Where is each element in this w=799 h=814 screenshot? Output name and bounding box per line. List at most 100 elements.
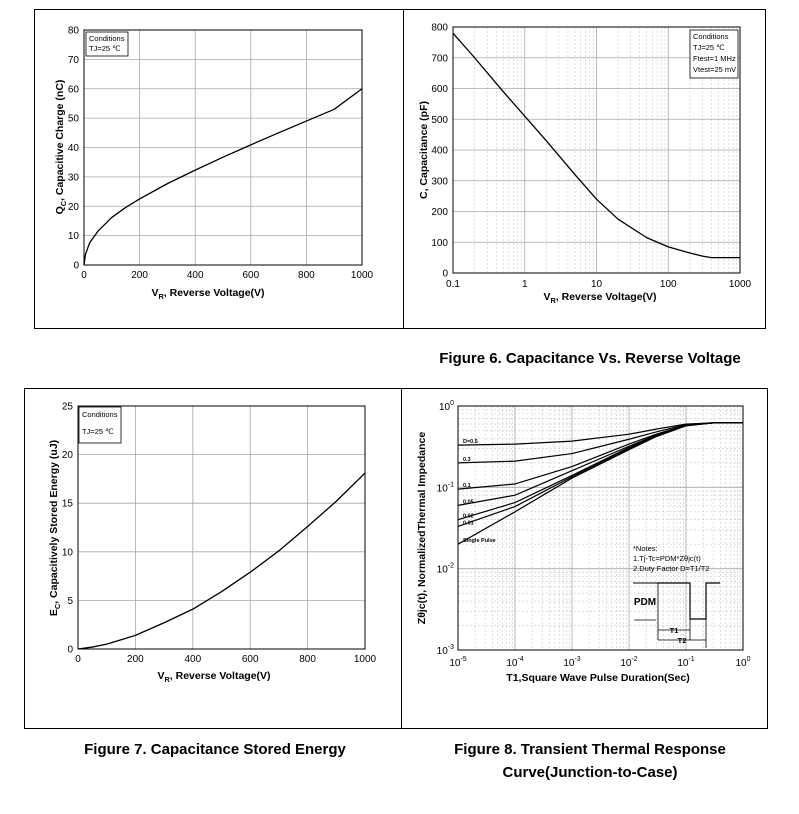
- x-axis-label: VR, Reverse Voltage(V): [157, 670, 270, 684]
- x-tick-label: 400: [184, 654, 201, 665]
- series-label: 0.1: [463, 483, 471, 489]
- y-tick-label: 0: [67, 645, 73, 656]
- caption-fig8-line1: Figure 8. Transient Thermal Response: [454, 741, 726, 758]
- annotation-text: Vtest=25 mV: [693, 65, 736, 74]
- series-line: [83, 88, 363, 266]
- caption-fig8-line2: Curve(Junction-to-Case): [502, 764, 678, 781]
- x-tick-label: 600: [242, 270, 259, 281]
- plot-frame: [77, 405, 366, 650]
- annotation-text: Ftest=1 MHz: [693, 54, 736, 63]
- y-axis-label: QC, Capacitive Charge (nC): [54, 80, 68, 215]
- series-label: Single Pulse: [463, 538, 496, 544]
- y-axis-label: Zθjc(t), NormalizedThermal Impedance: [416, 432, 428, 625]
- x-tick-label: 10-5: [449, 656, 466, 669]
- t2-label: T2: [678, 636, 687, 645]
- y-tick-label: 10-2: [437, 563, 454, 576]
- x-axis-label: VR, Reverse Voltage(V): [543, 291, 656, 305]
- x-tick-label: 0: [81, 270, 87, 281]
- y-tick-label: 500: [431, 115, 448, 126]
- annotation-box: [85, 31, 129, 57]
- plot-frame: [452, 26, 741, 274]
- y-tick-label: 0: [73, 261, 79, 272]
- caption-fig6: Figure 6. Capacitance Vs. Reverse Voltag…: [439, 350, 741, 367]
- y-tick-label: 10-1: [437, 481, 454, 494]
- x-tick-label: 200: [127, 654, 144, 665]
- y-tick-label: 0: [442, 269, 448, 280]
- x-tick-label: 1000: [729, 279, 752, 290]
- y-tick-label: 20: [68, 202, 80, 213]
- notes-text: *Notes:: [633, 544, 658, 553]
- x-tick-label: 1000: [354, 654, 377, 665]
- y-tick-label: 400: [431, 146, 448, 157]
- y-axis-label: C, Capacitance (pF): [418, 101, 430, 199]
- y-tick-label: 20: [62, 450, 74, 461]
- x-tick-label: 100: [660, 279, 677, 290]
- series-label: 0.3: [463, 457, 471, 463]
- notes-text: 1.Tj-Tc=PDM*Zθjc(t): [633, 554, 701, 563]
- y-tick-label: 10: [62, 547, 74, 558]
- x-tick-label: 10: [591, 279, 603, 290]
- y-tick-label: 60: [68, 84, 80, 95]
- x-tick-label: 800: [298, 270, 315, 281]
- series-line: [457, 422, 743, 446]
- x-tick-label: 600: [242, 654, 259, 665]
- series-label: 0.01: [463, 520, 474, 526]
- x-tick-label: 0.1: [446, 279, 460, 290]
- series-line: [457, 422, 743, 545]
- x-tick-label: 1000: [351, 270, 374, 281]
- y-tick-label: 300: [431, 176, 448, 187]
- y-tick-label: 40: [68, 143, 80, 154]
- x-tick-label: 10-2: [620, 656, 637, 669]
- y-tick-label: 70: [68, 55, 80, 66]
- pdm-label: PDM: [634, 597, 656, 608]
- annotation-text: Conditions: [89, 34, 125, 43]
- series-label: 0.05: [463, 499, 474, 505]
- y-tick-label: 30: [68, 172, 80, 183]
- y-tick-label: 25: [62, 402, 74, 413]
- series-line: [457, 422, 743, 528]
- series-line: [457, 422, 743, 464]
- x-tick-label: 10-4: [506, 656, 523, 669]
- x-tick-label: 100: [735, 656, 750, 669]
- plot-frame: [457, 405, 744, 651]
- y-tick-label: 200: [431, 207, 448, 218]
- caption-fig7: Figure 7. Capacitance Stored Energy: [84, 741, 346, 758]
- series-label: D=0.5: [463, 439, 478, 445]
- x-axis-label: VR, Reverse Voltage(V): [151, 287, 264, 301]
- y-tick-label: 600: [431, 84, 448, 95]
- y-tick-label: 800: [431, 23, 448, 34]
- plot-frame: [83, 29, 363, 266]
- annotation-text: TJ=25 ℃: [693, 43, 725, 52]
- y-tick-label: 10-3: [437, 644, 454, 657]
- y-tick-label: 15: [62, 499, 74, 510]
- notes-text: 2.Duty Factor D=T1/T2: [633, 564, 709, 573]
- annotation-box: [689, 29, 739, 79]
- series-line: [77, 472, 366, 650]
- plot-area-ec: [78, 406, 365, 649]
- y-axis-label: EC, Capacitively Stored Energy (uJ): [48, 440, 62, 616]
- annotation-text: TJ=25 ℃: [82, 427, 114, 436]
- x-tick-label: 400: [187, 270, 204, 281]
- series-line: [452, 32, 740, 259]
- annotation-text: Conditions: [82, 410, 118, 419]
- annotation-text: TJ=25 ℃: [89, 44, 121, 53]
- y-tick-label: 10: [68, 231, 80, 242]
- annotation-text: Conditions: [693, 32, 729, 41]
- y-tick-label: 5: [67, 596, 73, 607]
- y-tick-label: 50: [68, 114, 80, 125]
- x-axis-label: T1,Square Wave Pulse Duration(Sec): [506, 672, 689, 684]
- y-tick-label: 80: [68, 26, 80, 37]
- t1-label: T1: [670, 626, 679, 635]
- series-label: 0.02: [463, 514, 474, 520]
- y-tick-label: 100: [439, 400, 454, 413]
- x-tick-label: 10-3: [563, 656, 580, 669]
- x-tick-label: 10-1: [677, 656, 694, 669]
- series-line: [457, 422, 743, 490]
- y-tick-label: 700: [431, 53, 448, 64]
- x-tick-label: 1: [522, 279, 528, 290]
- y-tick-label: 100: [431, 238, 448, 249]
- annotation-box: [78, 406, 122, 444]
- x-tick-label: 800: [299, 654, 316, 665]
- x-tick-label: 200: [131, 270, 148, 281]
